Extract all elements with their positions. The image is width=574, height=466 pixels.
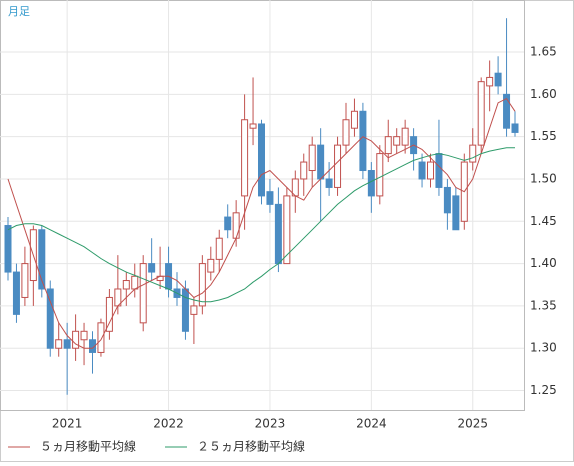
candle-body xyxy=(511,123,519,133)
x-tick-label: 2021 xyxy=(52,417,83,431)
x-tick-label: 2024 xyxy=(356,417,387,431)
candle-body xyxy=(274,203,282,265)
y-tick-label: 1.30 xyxy=(530,341,557,355)
candle-body xyxy=(384,136,392,155)
candle-body xyxy=(215,237,223,260)
candle-body xyxy=(376,153,384,197)
candle-body xyxy=(350,110,358,129)
candle-body xyxy=(63,339,71,349)
moving-average-line xyxy=(7,97,516,349)
candle-body xyxy=(367,170,375,197)
candle-body xyxy=(241,119,249,197)
x-tick-label: 2022 xyxy=(153,417,184,431)
y-tick-label: 1.35 xyxy=(530,298,557,312)
candle-body xyxy=(469,144,477,163)
candle-body xyxy=(148,263,156,273)
period-label: 月足 xyxy=(8,5,30,18)
candle-body xyxy=(97,322,105,353)
candle-body xyxy=(435,153,443,188)
candle-body xyxy=(89,339,96,353)
candle-body xyxy=(300,161,308,180)
y-tick-label: 1.50 xyxy=(530,171,557,185)
x-tick-label: 2023 xyxy=(255,417,286,431)
y-tick-label: 1.55 xyxy=(530,129,557,143)
y-tick-label: 1.65 xyxy=(530,45,557,59)
legend-label: ５ヵ月移動平均線 xyxy=(40,439,136,454)
candle-body xyxy=(308,144,316,172)
candle-body xyxy=(80,330,88,341)
candle-body xyxy=(342,119,350,146)
candle-body xyxy=(334,144,342,188)
candle-body xyxy=(131,275,139,290)
x-tick-label: 2025 xyxy=(457,417,488,431)
candle-body xyxy=(427,161,434,180)
y-tick-label: 1.45 xyxy=(530,214,557,228)
candle-body xyxy=(12,271,20,315)
moving-average-line xyxy=(7,147,515,303)
candle-body xyxy=(266,191,274,205)
candle-body xyxy=(258,123,265,197)
y-tick-label: 1.60 xyxy=(530,87,557,101)
candle-body xyxy=(249,123,257,129)
candle-body xyxy=(317,144,325,180)
candle-body xyxy=(232,212,240,239)
candle-body xyxy=(452,195,460,231)
candle-body xyxy=(55,339,63,349)
candle-body xyxy=(359,110,367,172)
candle-body xyxy=(198,263,206,307)
candle-body xyxy=(503,93,511,129)
candle-body xyxy=(4,225,12,273)
candle-body xyxy=(21,263,29,298)
candle-body xyxy=(494,72,502,87)
candle-body xyxy=(325,178,333,188)
candle-body xyxy=(207,258,215,273)
candle-body xyxy=(477,81,485,146)
legend-label: ２５ヵ月移動平均線 xyxy=(197,439,305,454)
candle-body xyxy=(224,216,232,231)
candle-body xyxy=(139,263,147,324)
candle-body xyxy=(122,280,130,290)
candle-body xyxy=(181,288,189,332)
candle-body xyxy=(38,229,46,290)
y-tick-label: 1.40 xyxy=(530,256,557,270)
candle-body xyxy=(72,330,80,349)
candle-body xyxy=(105,296,113,332)
candle-body xyxy=(46,288,54,349)
candle-body xyxy=(190,305,198,315)
plot-area xyxy=(0,0,525,411)
candle-body xyxy=(486,76,494,87)
candle-body xyxy=(418,161,426,180)
candle-body xyxy=(393,136,401,146)
candle-body xyxy=(443,186,451,214)
candle-body xyxy=(401,127,409,146)
candle-body xyxy=(283,195,291,265)
y-tick-label: 1.25 xyxy=(530,383,557,397)
